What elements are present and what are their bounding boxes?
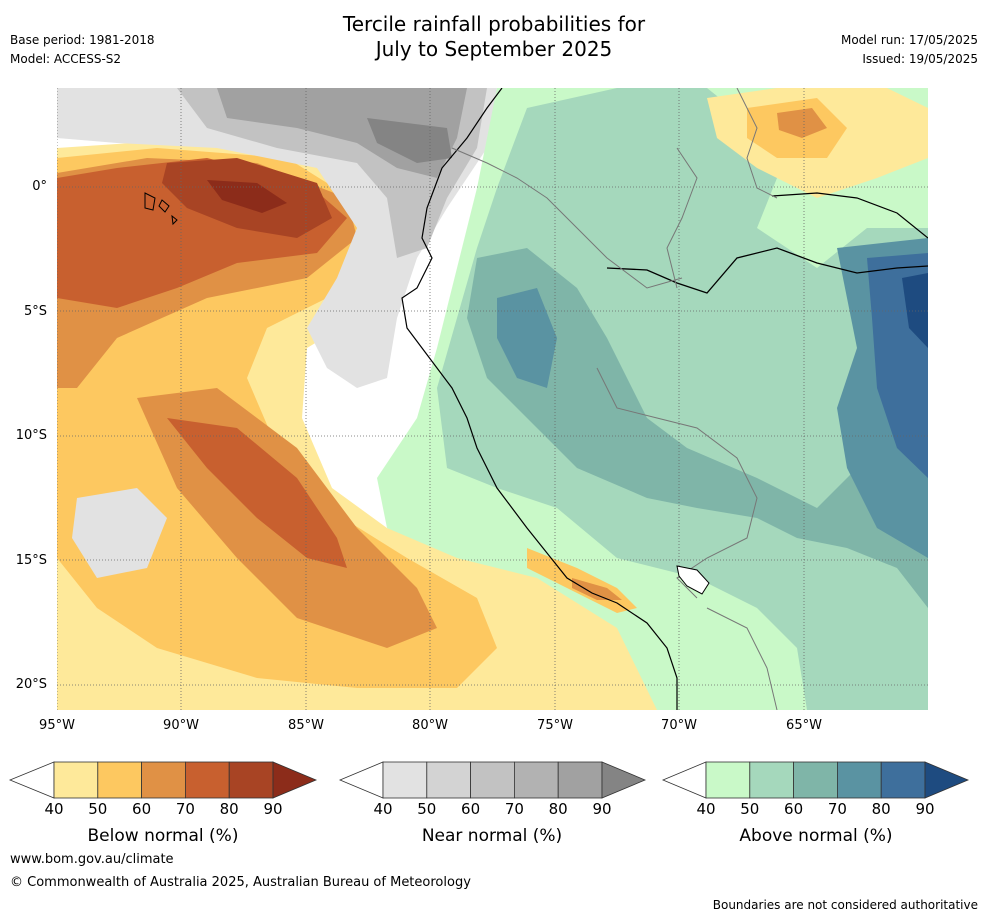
below-normal-region-70: [57, 158, 347, 568]
below-colorbar-tick-label: 50: [88, 800, 108, 818]
rio-negro-river: [771, 192, 928, 239]
near-colorbar-segment: [382, 761, 428, 799]
below-normal-colorbar-label: Below normal (%): [87, 826, 239, 846]
below-colorbar-segment: [141, 761, 186, 799]
above-normal-region-60: [467, 248, 928, 608]
website-link[interactable]: www.bom.gov.au/climate: [10, 852, 174, 867]
meta-left: Base period: 1981-2018 Model: ACCESS-S2: [10, 31, 155, 69]
model-run-label: Model run: 17/05/2025: [840, 33, 978, 47]
above-colorbar-tick-label: 90: [915, 800, 935, 818]
above-colorbar-segment: [705, 761, 751, 799]
disclaimer-text: Boundaries are not considered authoritat…: [712, 898, 978, 912]
lat-label-20s: 20°S: [15, 677, 47, 692]
graticule: [57, 88, 928, 710]
near-colorbar-tick-label: 90: [592, 800, 612, 818]
near-normal-colorbar-label: Near normal (%): [421, 826, 563, 846]
below-colorbar-segment: [228, 761, 274, 799]
near-colorbar-tick-label: 60: [461, 800, 481, 818]
below-colorbar-segment: [184, 761, 230, 799]
above-colorbar-segment: [837, 761, 882, 799]
meta-right: Model run: 17/05/2025 Issued: 19/05/2025: [841, 31, 978, 69]
below-colorbar-tick-label: 70: [175, 800, 195, 818]
above-colorbar-tick-label: 80: [871, 800, 891, 818]
title-line-1: Tercile rainfall probabilities for: [342, 12, 646, 36]
near-colorbar-segment: [514, 761, 559, 799]
near-colorbar-segment: [470, 761, 515, 799]
above-colorbar-tick-label: 50: [740, 800, 760, 818]
above-colorbar-segment: [749, 761, 794, 799]
lon-label-95w: 95°W: [39, 718, 75, 733]
above-colorbar-segment: [880, 761, 926, 799]
above-normal-region-90: [902, 273, 928, 348]
below-colorbar-segment: [97, 761, 143, 799]
below-normal-ne-inner: [777, 108, 827, 138]
issued-label: Issued: 19/05/2025: [862, 52, 978, 66]
lon-label-85w: 85°W: [288, 718, 324, 733]
below-colorbar-upper-extension: [272, 761, 318, 799]
probability-map: [57, 88, 928, 710]
lon-label-70w: 70°W: [661, 718, 697, 733]
below-colorbar-tick-label: 80: [219, 800, 239, 818]
above-normal-colorbar-label: Above normal (%): [739, 826, 893, 846]
above-colorbar-tick-label: 70: [827, 800, 847, 818]
below-colorbar-tick-label: 40: [44, 800, 64, 818]
galapagos-islands: [144, 192, 178, 226]
near-normal-region-90: [367, 118, 452, 163]
title-line-2: July to September 2025: [375, 37, 613, 61]
below-colorbar-segment: [53, 761, 99, 799]
near-colorbar-tick-label: 70: [504, 800, 524, 818]
lat-label-10s: 10°S: [15, 428, 47, 443]
below-colorbar-lower-extension: [8, 761, 55, 799]
below-normal-coastal-core: [572, 578, 622, 600]
below-colorbar-tick-label: 90: [263, 800, 283, 818]
above-colorbar-tick-label: 40: [696, 800, 716, 818]
lat-label-0: 0°: [32, 179, 47, 194]
lat-label-5s: 5°S: [23, 304, 47, 319]
copyright-text: © Commonwealth of Australia 2025, Austra…: [10, 875, 471, 890]
near-colorbar-tick-label: 80: [548, 800, 568, 818]
coastline: [401, 88, 678, 710]
below-colorbar-tick-label: 60: [132, 800, 152, 818]
above-colorbar-segment: [793, 761, 838, 799]
above-colorbar-tick-label: 60: [784, 800, 804, 818]
map-title: Tercile rainfall probabilities for July …: [0, 12, 988, 62]
near-colorbar-tick-label: 50: [417, 800, 437, 818]
base-period-label: Base period: 1981-2018: [10, 33, 155, 47]
lon-label-65w: 65°W: [786, 718, 822, 733]
near-normal-patch-south: [72, 488, 167, 578]
colorbars: [8, 761, 970, 799]
amazon-river: [606, 247, 928, 294]
above-colorbar-upper-extension: [924, 761, 970, 799]
lake-titicaca: [676, 565, 710, 595]
near-colorbar-lower-extension: [338, 761, 384, 799]
below-normal-region-90: [207, 180, 287, 213]
country-borders: [451, 88, 778, 710]
lon-label-75w: 75°W: [537, 718, 573, 733]
lon-label-80w: 80°W: [412, 718, 448, 733]
near-colorbar-segment: [557, 761, 603, 799]
lat-label-15s: 15°S: [15, 553, 47, 568]
near-colorbar-segment: [426, 761, 471, 799]
lon-label-90w: 90°W: [163, 718, 199, 733]
above-normal-region-50: [437, 88, 928, 710]
near-colorbar-tick-label: 40: [373, 800, 393, 818]
model-label: Model: ACCESS-S2: [10, 52, 122, 66]
above-colorbar-lower-extension: [661, 761, 707, 799]
near-colorbar-upper-extension: [601, 761, 647, 799]
